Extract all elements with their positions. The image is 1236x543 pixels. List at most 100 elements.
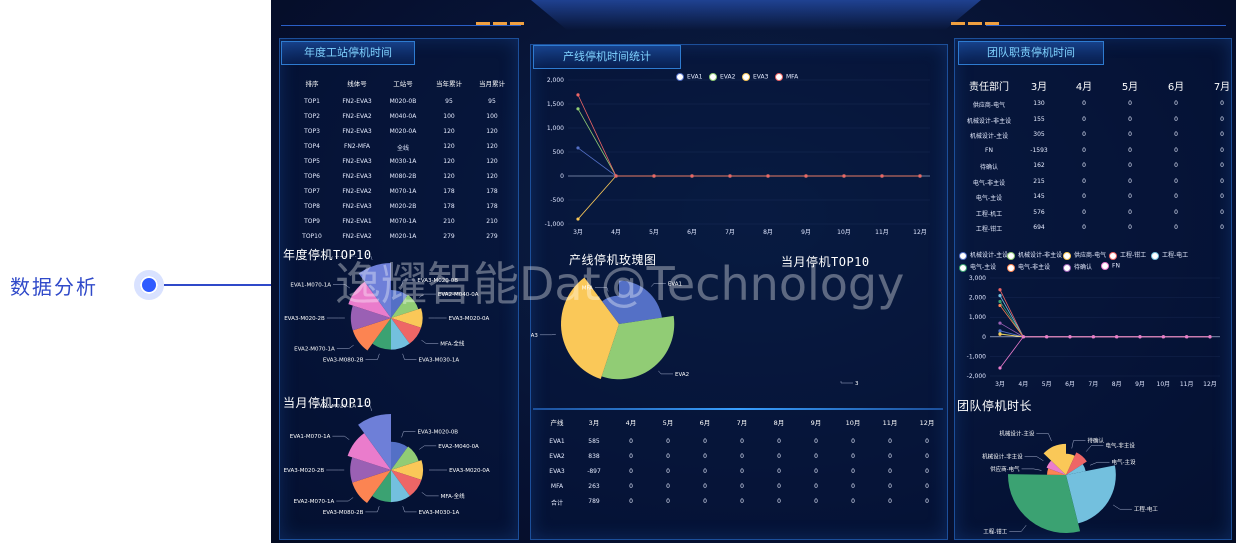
line-table-cell: 789 — [588, 498, 600, 505]
pie-slice — [348, 281, 391, 318]
data-point — [998, 288, 1002, 292]
callout-connector — [164, 284, 272, 286]
line-table-cell: MFA — [550, 483, 564, 490]
label-leader-line — [401, 431, 416, 438]
team-table-header: 5月 — [1121, 82, 1139, 93]
line-table-cell: 0 — [925, 498, 929, 505]
station-table-cell: TOP10 — [302, 233, 322, 240]
x-tick-label: 7月 — [725, 229, 735, 236]
pie-slice — [391, 308, 423, 328]
station-table-header: 当月累计 — [479, 80, 505, 88]
series-line — [999, 322, 1210, 338]
station-table-cell: 178 — [443, 203, 455, 210]
station-table-cell: 178 — [486, 203, 498, 210]
x-tick-label: 10月 — [1157, 381, 1171, 388]
station-table-cell: 100 — [486, 113, 498, 120]
station-table-cell: TOP7 — [304, 188, 320, 195]
label-leader-line — [421, 492, 439, 497]
station-table-cell: FN2-EVA3 — [342, 203, 372, 210]
slice-label: 工程-钳工 — [983, 527, 1007, 535]
pie-slice — [1066, 452, 1087, 475]
line-stats-chart: 2,000 1,500 1,000 500 0 -500 -1,000 3月 4月 5月 6月 7月 8… — [545, 77, 930, 236]
team-table-cell: 0 — [1128, 224, 1132, 231]
slice-label: EVA2-M070-1A — [294, 347, 335, 353]
line-table-cell: 0 — [703, 498, 707, 505]
line-table-header: 12月 — [919, 419, 935, 427]
callout-dot-icon — [134, 270, 164, 300]
y-tick-label: -1,000 — [545, 221, 565, 228]
label-leader-line — [401, 279, 416, 286]
line-table-header: 产线 — [550, 419, 564, 427]
team-legend-item: 机械设计-非主设 — [1007, 250, 1062, 260]
series-line — [999, 301, 1210, 338]
data-point — [1208, 335, 1212, 339]
station-table-cell: 95 — [488, 98, 496, 105]
x-tick-label: 4月 — [611, 229, 621, 236]
line-table-cell: 0 — [629, 438, 633, 445]
team-table-cell: 0 — [1082, 177, 1086, 185]
data-point — [652, 174, 656, 178]
team-table-cell: 694 — [1033, 224, 1045, 231]
line-table-cell: EVA2 — [549, 453, 565, 460]
legend-dot-icon — [676, 73, 684, 81]
station-table-cell: FN2-EVA2 — [342, 233, 372, 240]
data-point — [728, 174, 732, 178]
team-table-cell: FN — [985, 146, 993, 154]
label-leader-line — [1036, 433, 1052, 441]
series-line — [999, 289, 1210, 338]
x-tick-label: 5月 — [649, 229, 659, 236]
rose-chart: EVA1 EVA2 EVA3 MFA — [531, 277, 689, 380]
station-table-cell: FN2-EVA2 — [342, 188, 372, 195]
x-tick-label: 11月 — [1180, 381, 1194, 388]
line-table-cell: 0 — [666, 468, 670, 475]
team-table-cell: 0 — [1174, 100, 1178, 107]
team-table-cell: 0 — [1128, 100, 1132, 107]
station-table-cell: 279 — [486, 233, 498, 240]
station-table-cell: 279 — [443, 233, 455, 240]
slice-label: EVA2-M040-0A — [438, 292, 479, 298]
station-table-cell: TOP4 — [304, 143, 320, 150]
team-table-cell: 电气-非主设 — [972, 179, 1006, 187]
x-tick-label: 3月 — [995, 381, 1005, 388]
slice-label: 工程-电工 — [1134, 505, 1158, 513]
line-table-cell: 0 — [925, 468, 929, 475]
team-table-cell: 0 — [1128, 115, 1132, 123]
line-table-cell: 0 — [814, 468, 818, 475]
team-table-cell: 0 — [1128, 193, 1132, 200]
line-table-cell: 263 — [588, 483, 600, 490]
team-table-header: 7月 — [1213, 82, 1231, 93]
team-table-cell: 0 — [1082, 146, 1086, 154]
line-table-cell: 0 — [888, 438, 892, 445]
label-leader-line — [1090, 462, 1110, 466]
pie-slice — [391, 318, 410, 350]
slice-label: EVA3-M020-0B — [417, 278, 458, 284]
station-table-cell: M040-0A — [389, 113, 417, 120]
pie-slice — [391, 318, 422, 344]
line-table-header: 6月 — [699, 419, 711, 427]
data-point — [998, 329, 1002, 333]
label-leader-line — [332, 435, 350, 440]
line-legend-item: EVA1 — [676, 73, 702, 81]
y-tick-label: 500 — [553, 149, 565, 156]
station-table-header: 工站号 — [393, 80, 413, 88]
data-point — [766, 174, 770, 178]
slice-label: EVA2-M070-1A — [294, 499, 335, 505]
legend-dot-icon — [742, 73, 750, 81]
line-table-cell: 0 — [629, 498, 633, 505]
line-table-cell: 0 — [851, 453, 855, 460]
team-table-cell: 0 — [1220, 193, 1224, 200]
line-table-cell: EVA1 — [549, 438, 565, 445]
team-table-cell: 0 — [1174, 115, 1178, 123]
y-tick-label: 3,000 — [969, 275, 986, 282]
data-point — [998, 303, 1002, 308]
station-table-cell: FN2-EVA3 — [342, 98, 372, 105]
y-tick-label: 1,000 — [547, 125, 564, 132]
x-tick-label: 5月 — [1042, 381, 1052, 388]
station-table-cell: M080-2B — [389, 173, 417, 180]
x-tick-label: 10月 — [837, 229, 851, 236]
team-line-chart: 3,000 2,000 1,000 0 -1,000 -2,000 3月 4月 5月 6月 7月 8月… — [967, 275, 1220, 388]
line-table-cell: 0 — [703, 468, 707, 475]
pie-slice — [619, 280, 662, 324]
team-table-cell: 机械设计-非主设 — [966, 117, 1012, 125]
station-table-cell: FN2-EVA2 — [342, 113, 372, 120]
